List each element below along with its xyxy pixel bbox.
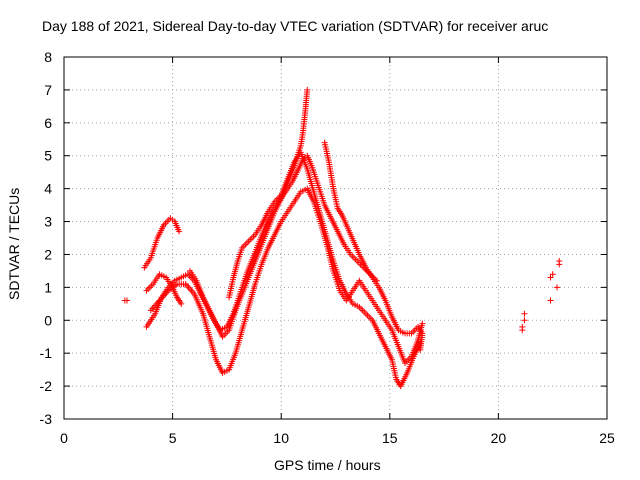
x-tick-label: 20 (491, 430, 507, 446)
y-tick-label: 3 (44, 214, 52, 230)
chart-title: Day 188 of 2021, Sidereal Day-to-day VTE… (42, 18, 549, 34)
data-point (417, 346, 424, 353)
data-point (123, 297, 130, 304)
y-tick-label: 1 (44, 279, 52, 295)
data-points (121, 86, 563, 390)
y-tick-label: 4 (44, 181, 52, 197)
x-tick-label: 10 (273, 430, 289, 446)
y-tick-label: 2 (44, 246, 52, 262)
data-point (176, 228, 183, 235)
data-point (304, 86, 311, 93)
data-point (521, 317, 528, 324)
x-axis-label: GPS time / hours (274, 457, 381, 473)
y-tick-label: 5 (44, 148, 52, 164)
data-point (554, 284, 561, 291)
y-tick-label: 0 (44, 312, 52, 328)
x-tick-label: 15 (382, 430, 398, 446)
x-tick-label: 0 (60, 430, 68, 446)
data-point (178, 300, 185, 307)
y-tick-label: -3 (40, 411, 53, 427)
x-tick-label: 5 (169, 430, 177, 446)
x-tick-label: 25 (599, 430, 615, 446)
y-axis-label: SDTVAR / TECUs (6, 187, 22, 300)
y-tick-label: 7 (44, 82, 52, 98)
y-tick-label: -2 (40, 378, 53, 394)
data-point (547, 274, 554, 281)
y-tick-label: -1 (40, 345, 53, 361)
data-point (419, 320, 426, 327)
data-point (556, 258, 563, 265)
plot-frame (63, 56, 608, 420)
data-point (547, 297, 554, 304)
y-tick-label: 8 (44, 49, 52, 65)
axis-ticks: 0 5 10 15 20 25 -3 -2 -1 0 1 2 3 4 5 6 7 8 (40, 49, 615, 446)
data-point (521, 310, 528, 317)
data-point (549, 271, 556, 278)
grid (64, 57, 607, 419)
data-point (519, 323, 526, 330)
y-tick-label: 6 (44, 115, 52, 131)
